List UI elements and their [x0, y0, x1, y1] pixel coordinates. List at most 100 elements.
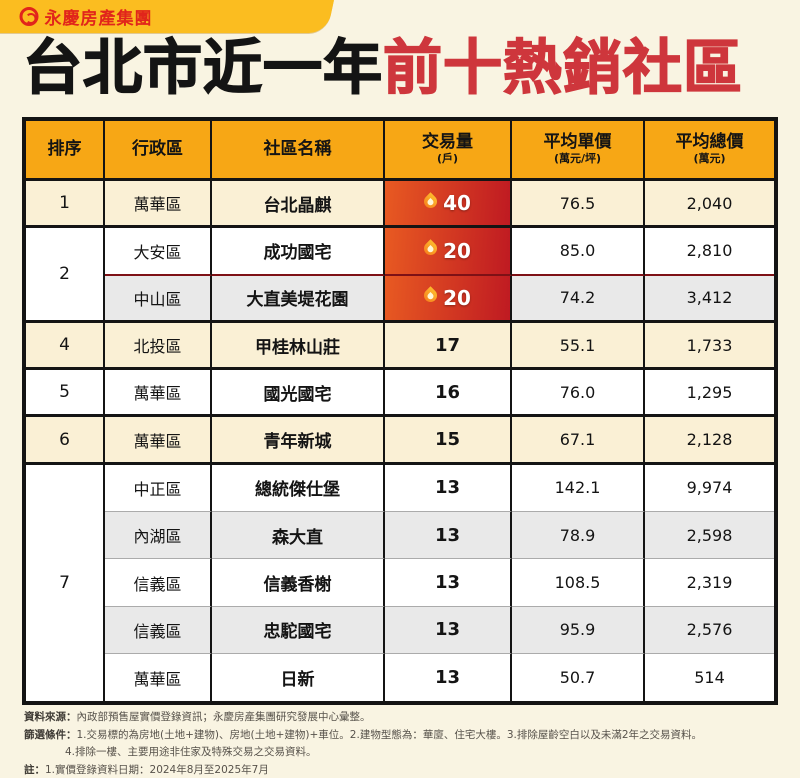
- header-3-cell: 交易量 (戶): [385, 121, 512, 181]
- district-cell: 萬華區: [105, 653, 212, 702]
- header-label: 交易量: [422, 132, 473, 153]
- community-cell: 日新: [212, 653, 385, 702]
- brand-name: 永慶房產集團: [44, 9, 153, 29]
- volume-cell: 15: [385, 417, 512, 465]
- volume-cell: 13: [385, 512, 512, 560]
- brand-tab: 永慶房產集團: [0, 0, 335, 33]
- total-price-cell: 3,412: [645, 275, 774, 323]
- volume-cell: 20: [385, 275, 512, 323]
- community-cell: 大直美堤花園: [212, 275, 385, 323]
- ranking-table: 排序 行政區 社區名稱 交易量 (戶) 平均單價 (萬元/坪) 平均總價 (萬元) 1 萬華區 台北晶…: [22, 117, 778, 705]
- header-sublabel: (戶): [436, 151, 459, 165]
- total-price-cell: 2,576: [645, 606, 774, 654]
- flame-icon: [421, 239, 440, 259]
- district-cell: 萬華區: [105, 417, 212, 465]
- unit-price-cell: 78.9: [512, 512, 645, 560]
- total-price-cell: 2,319: [645, 559, 774, 607]
- source-label: 資料來源：: [24, 711, 77, 723]
- header-label: 平均單價: [543, 132, 612, 153]
- volume-cell: 17: [385, 322, 512, 371]
- header-2-cell: 社區名稱: [212, 121, 385, 181]
- header-label: 行政區: [132, 138, 183, 159]
- header-label: 排序: [47, 138, 82, 159]
- volume-value: 20: [443, 238, 471, 263]
- header-1-cell: 行政區: [105, 121, 212, 181]
- rank-cell: 2: [26, 228, 105, 323]
- total-price-cell: 2,810: [645, 228, 774, 276]
- total-price-cell: 1,733: [645, 322, 774, 371]
- volume-value: 13: [434, 667, 461, 689]
- unit-price-cell: 50.7: [512, 653, 645, 702]
- total-price-cell: 2,598: [645, 512, 774, 560]
- volume-cell: 16: [385, 370, 512, 418]
- volume-value: 13: [434, 524, 461, 546]
- date-note-label: 註：: [24, 764, 45, 777]
- community-cell: 國光國宅: [212, 370, 385, 418]
- unit-price-cell: 142.1: [512, 464, 645, 513]
- total-price-cell: 2,128: [645, 417, 774, 465]
- community-cell: 信義香榭: [212, 559, 385, 607]
- header-4-cell: 平均單價 (萬元/坪): [512, 121, 645, 181]
- volume-cell: 13: [385, 606, 512, 654]
- unit-price-cell: 76.0: [512, 370, 645, 418]
- header-0-cell: 排序: [26, 121, 105, 181]
- flame-icon: [421, 191, 440, 211]
- rank-cell: 7: [26, 464, 105, 702]
- community-cell: 甲桂林山莊: [212, 322, 385, 371]
- header-label: 社區名稱: [263, 138, 332, 159]
- title-black-part: 台北市近一年: [22, 32, 384, 103]
- volume-cell: 40: [385, 181, 512, 229]
- volume-value: 20: [443, 285, 471, 310]
- volume-value: 13: [434, 619, 461, 641]
- date-note: 註：1.實價登錄資料日期：2024年8月至2025年7月: [24, 763, 788, 777]
- volume-value: 15: [434, 429, 461, 451]
- volume-value: 13: [434, 572, 461, 594]
- unit-price-cell: 74.2: [512, 275, 645, 323]
- volume-value: 13: [434, 477, 461, 499]
- filter-text-2: 4.排除一樓、主要用途非住家及特殊交易之交易資料。: [65, 746, 317, 759]
- total-price-cell: 1,295: [645, 370, 774, 418]
- filter-note-continued: 4.排除一樓、主要用途非住家及特殊交易之交易資料。: [24, 745, 788, 759]
- district-cell: 內湖區: [105, 512, 212, 560]
- yungching-logo-icon: [19, 7, 39, 26]
- volume-cell: 13: [385, 559, 512, 607]
- filter-text: 1.交易標的為房地(土地+建物)、房地(土地+建物)+車位。2.建物型態為：華廈…: [76, 728, 703, 741]
- date-note-text: 1.實價登錄資料日期：2024年8月至2025年7月: [45, 764, 269, 777]
- page-title: 台北市近一年前十熱銷社區: [22, 31, 779, 105]
- header-label: 平均總價: [675, 132, 744, 153]
- volume-value: 40: [443, 191, 471, 216]
- footnotes: 資料來源：內政部預售屋實價登錄資訊；永慶房產集團研究發展中心彙整。 篩選條件：1…: [24, 710, 788, 778]
- volume-cell: 13: [385, 464, 512, 513]
- unit-price-cell: 67.1: [512, 417, 645, 465]
- community-cell: 忠駝國宅: [212, 606, 385, 654]
- flame-icon: [421, 286, 440, 305]
- district-cell: 大安區: [105, 228, 212, 276]
- total-price-cell: 2,040: [645, 181, 774, 229]
- district-cell: 萬華區: [105, 370, 212, 418]
- district-cell: 中山區: [105, 275, 212, 323]
- community-cell: 台北晶麒: [212, 181, 385, 229]
- community-cell: 總統傑仕堡: [212, 464, 385, 513]
- rank-cell: 6: [26, 417, 105, 465]
- volume-cell: 20: [385, 228, 512, 276]
- header-5-cell: 平均總價 (萬元): [645, 121, 774, 181]
- source-note: 資料來源：內政部預售屋實價登錄資訊；永慶房產集團研究發展中心彙整。: [24, 710, 788, 724]
- filter-label: 篩選條件：: [24, 728, 77, 741]
- volume-value: 16: [434, 381, 461, 403]
- rank-cell: 5: [26, 370, 105, 418]
- rank-cell: 1: [26, 181, 105, 229]
- community-cell: 青年新城: [212, 417, 385, 465]
- brand-logo: 永慶房產集團: [19, 0, 153, 33]
- header-sublabel: (萬元/坪): [553, 151, 602, 165]
- source-text: 內政部預售屋實價登錄資訊；永慶房產集團研究發展中心彙整。: [76, 711, 371, 723]
- district-cell: 信義區: [105, 559, 212, 607]
- district-cell: 信義區: [105, 606, 212, 654]
- district-cell: 北投區: [105, 322, 212, 371]
- community-cell: 成功國宅: [212, 228, 385, 276]
- title-red-part: 前十熱銷社區: [382, 32, 744, 103]
- volume-cell: 13: [385, 653, 512, 702]
- unit-price-cell: 95.9: [512, 606, 645, 654]
- district-cell: 中正區: [105, 464, 212, 513]
- filter-note: 篩選條件：1.交易標的為房地(土地+建物)、房地(土地+建物)+車位。2.建物型…: [24, 728, 788, 742]
